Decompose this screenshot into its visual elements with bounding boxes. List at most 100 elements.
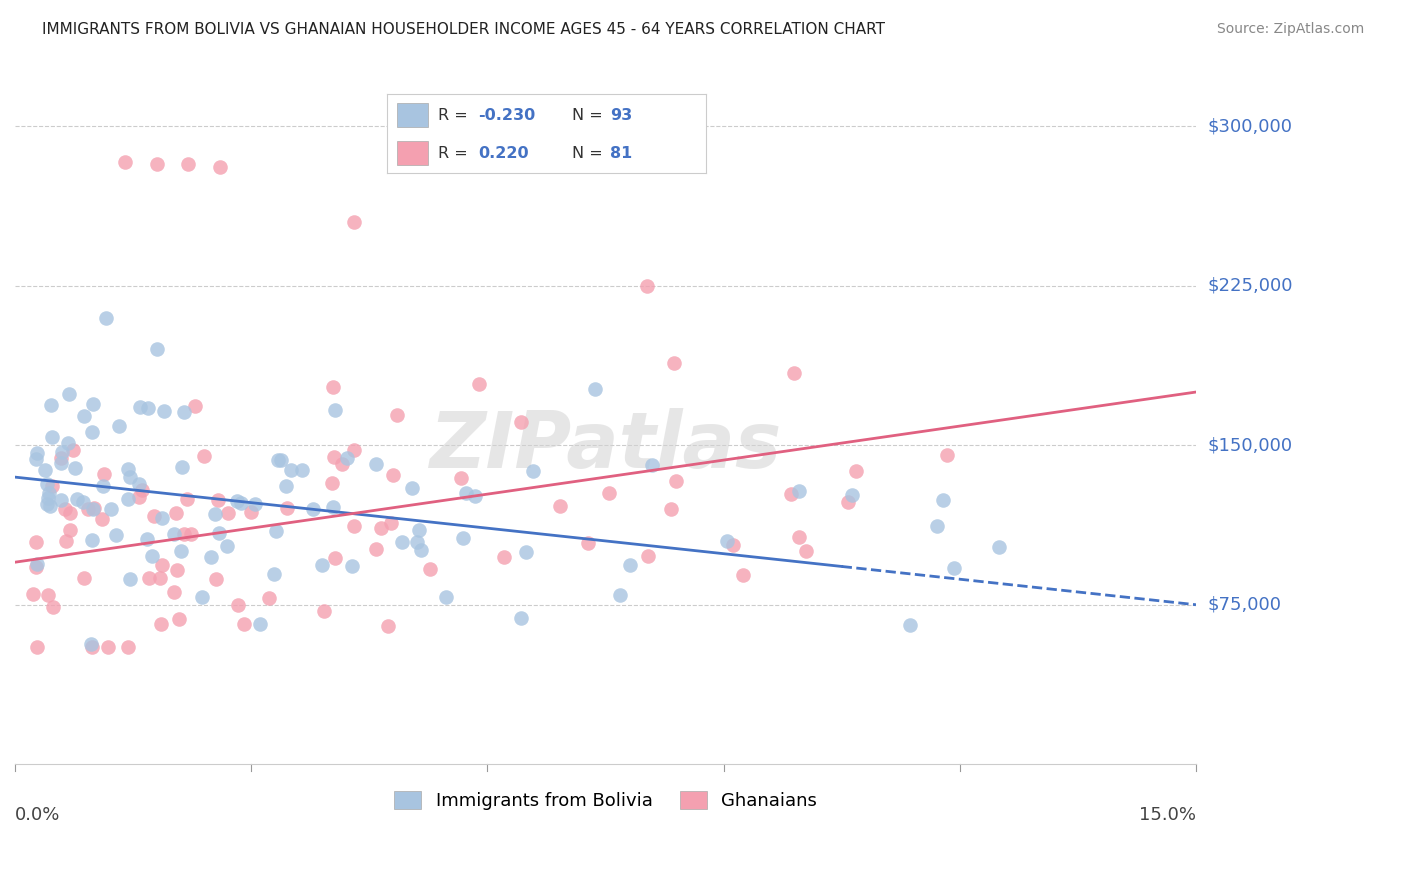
Point bbox=[665, 474, 688, 488]
Point bbox=[82, 397, 104, 411]
Point bbox=[72, 495, 94, 509]
Point bbox=[641, 458, 664, 472]
Point bbox=[789, 483, 811, 498]
Point bbox=[510, 610, 533, 624]
Point bbox=[73, 409, 96, 423]
Point bbox=[138, 571, 160, 585]
Point bbox=[515, 544, 537, 558]
Point bbox=[66, 492, 89, 507]
Point bbox=[131, 483, 153, 497]
Point bbox=[987, 540, 1010, 554]
Point bbox=[405, 535, 427, 549]
Point bbox=[364, 541, 387, 556]
Point bbox=[59, 506, 82, 520]
Point bbox=[370, 520, 392, 534]
Point bbox=[117, 640, 139, 655]
Point bbox=[401, 481, 423, 495]
Point bbox=[226, 494, 249, 508]
Legend: Immigrants from Bolivia, Ghanaians: Immigrants from Bolivia, Ghanaians bbox=[387, 784, 824, 817]
Point bbox=[468, 377, 491, 392]
Point bbox=[80, 636, 103, 650]
Point bbox=[104, 528, 127, 542]
Point bbox=[267, 452, 290, 467]
Point bbox=[263, 566, 285, 581]
Point bbox=[118, 469, 141, 483]
Point bbox=[636, 279, 658, 293]
Point bbox=[243, 496, 266, 510]
Point bbox=[173, 526, 195, 541]
Point bbox=[62, 442, 84, 457]
Point bbox=[34, 463, 56, 477]
Point bbox=[270, 453, 292, 467]
Point bbox=[381, 468, 404, 483]
Point bbox=[385, 408, 408, 422]
Point bbox=[163, 585, 186, 599]
Point bbox=[522, 464, 544, 478]
Point bbox=[73, 571, 96, 585]
Point bbox=[91, 511, 114, 525]
Point bbox=[409, 543, 432, 558]
Point bbox=[364, 457, 387, 471]
Point bbox=[114, 155, 136, 169]
Point bbox=[128, 477, 150, 491]
Point bbox=[145, 157, 167, 171]
Point bbox=[25, 560, 48, 574]
Point bbox=[191, 590, 214, 604]
Point bbox=[108, 419, 131, 434]
Point bbox=[82, 640, 104, 655]
Point bbox=[38, 500, 60, 514]
Point bbox=[936, 448, 959, 462]
Point bbox=[217, 539, 239, 553]
Point bbox=[291, 462, 314, 476]
Point bbox=[322, 379, 344, 393]
Text: $225,000: $225,000 bbox=[1208, 277, 1292, 294]
Text: 0.0%: 0.0% bbox=[15, 805, 60, 823]
Point bbox=[659, 502, 682, 516]
Point bbox=[143, 509, 166, 524]
Point bbox=[25, 640, 48, 655]
Point bbox=[49, 493, 72, 508]
Point bbox=[35, 477, 58, 491]
Point bbox=[58, 435, 80, 450]
Point bbox=[217, 506, 239, 520]
Point bbox=[464, 489, 486, 503]
Point bbox=[391, 535, 413, 549]
Point bbox=[80, 533, 103, 548]
Point bbox=[55, 534, 77, 549]
Point bbox=[311, 558, 333, 572]
Point bbox=[794, 544, 817, 558]
Point bbox=[343, 443, 366, 458]
Point bbox=[377, 619, 399, 633]
Point bbox=[173, 405, 195, 419]
Point bbox=[180, 527, 202, 541]
Point bbox=[450, 471, 472, 485]
Point bbox=[274, 479, 297, 493]
Point bbox=[323, 550, 346, 565]
Point bbox=[165, 506, 187, 520]
Point bbox=[177, 157, 200, 171]
Point bbox=[63, 461, 86, 475]
Point bbox=[419, 562, 441, 576]
Point bbox=[454, 485, 477, 500]
Point bbox=[451, 531, 474, 545]
Point bbox=[145, 343, 167, 357]
Point bbox=[117, 492, 139, 507]
Point bbox=[322, 500, 344, 514]
Point bbox=[330, 457, 353, 471]
Point bbox=[510, 415, 533, 429]
Point bbox=[598, 485, 620, 500]
Point bbox=[82, 425, 104, 439]
Point bbox=[845, 464, 868, 478]
Point bbox=[779, 486, 801, 500]
Point bbox=[208, 160, 231, 174]
Point bbox=[53, 502, 76, 516]
Point bbox=[94, 310, 117, 325]
Point bbox=[183, 399, 205, 413]
Point bbox=[662, 356, 685, 370]
Point bbox=[280, 463, 302, 477]
Point bbox=[207, 493, 229, 508]
Point bbox=[166, 564, 188, 578]
Point bbox=[24, 451, 46, 466]
Text: IMMIGRANTS FROM BOLIVIA VS GHANAIAN HOUSEHOLDER INCOME AGES 45 - 64 YEARS CORREL: IMMIGRANTS FROM BOLIVIA VS GHANAIAN HOUS… bbox=[42, 22, 886, 37]
Point bbox=[150, 616, 173, 631]
